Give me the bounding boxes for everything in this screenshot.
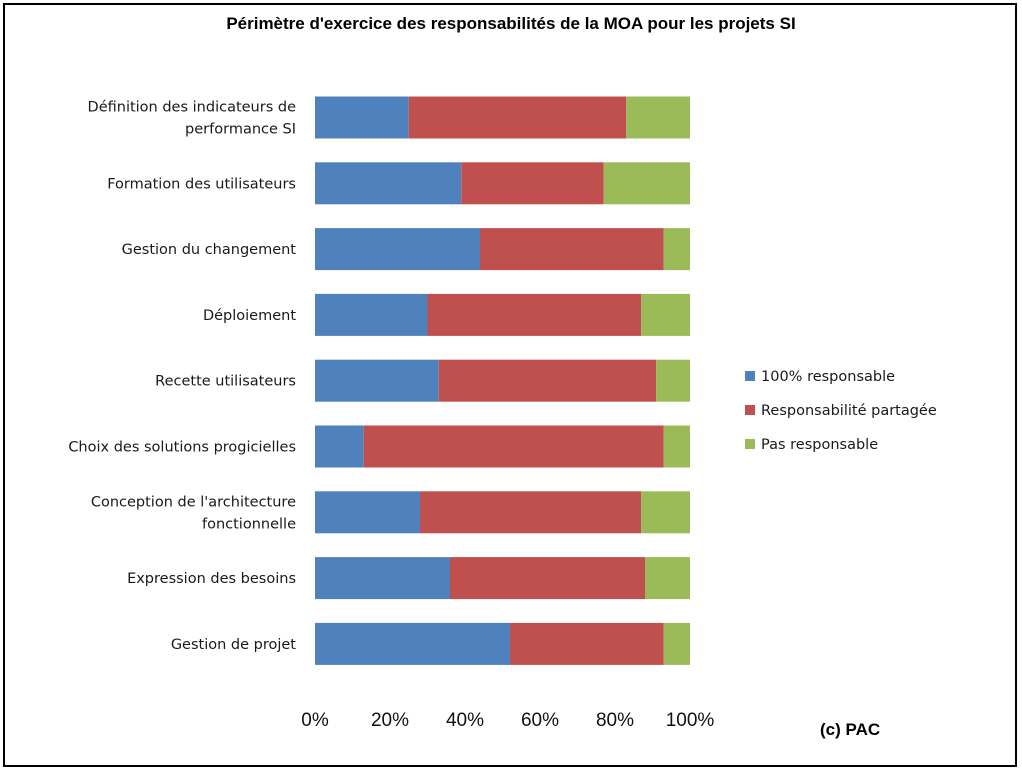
category-label-8: Gestion de projet [171, 637, 296, 653]
bar-segment-4-series-2 [656, 359, 690, 402]
category-label-line: Formation des utilisateurs [107, 176, 296, 192]
category-label-7: Expression des besoins [127, 571, 296, 587]
category-label-6: Conception de l'architecture fonctionnell… [91, 494, 296, 532]
category-label-line: Gestion du changement [122, 242, 297, 258]
x-tick-label-4: 80% [596, 710, 634, 731]
category-label-line: Déploiement [203, 308, 296, 324]
bar-segment-0-series-0 [315, 96, 409, 139]
x-tick-label-0: 0% [301, 710, 329, 731]
bar-segment-5-series-2 [663, 425, 690, 468]
category-label-5: Choix des solutions progicielles [68, 440, 296, 456]
category-label-2: Gestion du changement [122, 242, 297, 258]
bar-segment-8-series-0 [315, 622, 510, 665]
legend-label-1: Responsabilité partagée [761, 403, 937, 419]
bar-segment-8-series-2 [663, 622, 690, 665]
bars-group [315, 96, 690, 665]
bar-segment-5-series-0 [315, 425, 364, 468]
bar-segment-5-series-1 [363, 425, 664, 468]
bar-segment-7-series-2 [645, 557, 690, 600]
x-tick-label-1: 20% [371, 710, 409, 731]
x-tick-labels: 0% 20% 40% 60% 80% 100% [301, 710, 714, 731]
bar-segment-2-series-2 [663, 228, 690, 271]
category-labels: Définition des indicateurs de performance… [68, 100, 296, 653]
category-label-1: Formation des utilisateurs [107, 176, 296, 192]
bar-segment-0-series-1 [408, 96, 627, 139]
category-label-4: Recette utilisateurs [155, 374, 296, 390]
bar-segment-0-series-2 [626, 96, 690, 139]
bar-segment-6-series-0 [315, 491, 420, 534]
legend: 100% responsable Responsabilité partagée P… [745, 369, 937, 453]
category-label-line: performance SI [185, 122, 296, 138]
bar-segment-4-series-1 [438, 359, 657, 402]
bar-segment-1-series-0 [315, 162, 462, 205]
category-label-line: Définition des indicateurs de [88, 100, 297, 116]
bar-segment-6-series-2 [641, 491, 690, 534]
bar-segment-3-series-2 [641, 293, 690, 336]
legend-label-0: 100% responsable [761, 369, 895, 385]
bar-segment-2-series-1 [480, 228, 664, 271]
category-label-line: Recette utilisateurs [155, 374, 296, 390]
category-label-line: Gestion de projet [171, 637, 296, 653]
legend-swatch-0 [745, 371, 755, 381]
chart-title: Périmètre d'exercice des responsabilités… [226, 14, 796, 33]
bar-segment-1-series-2 [603, 162, 690, 205]
credit-label: (c) PAC [820, 720, 881, 739]
category-label-line: Choix des solutions progicielles [68, 440, 296, 456]
legend-label-2: Pas responsable [761, 437, 878, 453]
bar-segment-7-series-1 [450, 557, 645, 600]
category-label-line: Conception de l'architecture [91, 494, 296, 510]
bar-segment-8-series-1 [510, 622, 664, 665]
category-label-line: fonctionnelle [202, 516, 296, 532]
legend-swatch-1 [745, 405, 755, 415]
bar-segment-2-series-0 [315, 228, 480, 271]
category-label-0: Définition des indicateurs de performance… [88, 100, 297, 138]
bar-segment-3-series-1 [427, 293, 642, 336]
bar-segment-7-series-0 [315, 557, 450, 600]
x-tick-label-2: 40% [446, 710, 484, 731]
category-label-line: Expression des besoins [127, 571, 296, 587]
x-tick-label-3: 60% [521, 710, 559, 731]
legend-swatch-2 [745, 439, 755, 449]
x-tick-label-5: 100% [666, 710, 715, 731]
bar-segment-4-series-0 [315, 359, 439, 402]
bar-segment-3-series-0 [315, 293, 428, 336]
category-label-3: Déploiement [203, 308, 296, 324]
bar-segment-6-series-1 [420, 491, 642, 534]
bar-segment-1-series-1 [461, 162, 604, 205]
